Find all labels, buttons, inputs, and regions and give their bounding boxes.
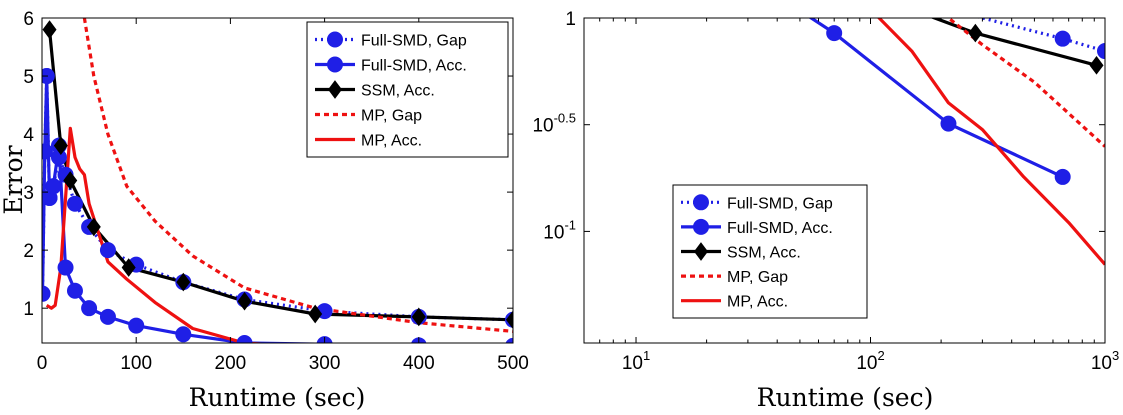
left-chart-series-2-point [53,136,68,156]
left-chart-series-1-point [57,259,74,276]
right-chart-legend-label: Full-SMD, Gap [727,195,833,212]
right-chart-ticks: 101 102 103 10-1 10-0.5 1 [532,9,1119,374]
left-chart: 0 100 200 300 400 500 1 2 3 4 5 6 Runtime (sec) Err… [0,9,529,412]
right-chart-series-1-point [940,115,957,132]
left-chart-legend-marker [328,80,342,99]
left-chart-legend-label: SSM, Acc. [361,83,435,100]
right-chart-series-4-line [876,18,1105,266]
right-chart-series-0-point [941,2,956,17]
left-chart-series-1-point [66,282,83,299]
right-chart-axes-box [583,17,1106,344]
left-chart-legend-label: Full-SMD, Acc. [361,58,467,75]
left-chart-x-tick-label: 200 [215,353,247,374]
right-chart-legend-label: MP, Gap [727,269,788,286]
left-chart-series-2-point [506,310,513,330]
left-chart-ticks: 0 100 200 300 400 500 1 2 3 4 5 6 [23,9,528,374]
left-chart-series-2-point [86,217,101,237]
right-chart-series-0-point [1097,43,1105,60]
left-chart-series-2-point [237,291,252,311]
right-chart-y-tick-label: 10-1 [543,217,576,243]
right-chart-legend-marker [693,194,709,211]
right-chart-series-1-point [826,25,843,42]
right-chart-x-tick-label: 101 [622,348,650,374]
right-chart-series-1-line [808,18,1064,179]
right-chart-legend: Full-SMD, Gap Full-SMD, Acc. SSM, Acc. MP, … [672,184,868,319]
left-chart-y-tick-label: 1 [23,299,34,320]
left-chart-plot-area [42,18,513,343]
right-chart-x-axis-label: Runtime (sec) [757,383,934,412]
left-chart-series-1-point [505,337,513,343]
right-chart-series-0-line [976,18,1105,53]
right-chart-series-2-point [968,23,983,43]
left-chart-series-2-point [121,258,136,277]
left-chart-series-3-line [82,18,513,333]
left-chart-series-1-line [42,74,359,343]
left-chart-series-1-point [128,317,145,334]
right-chart-legend-label: MP, Acc. [727,294,788,311]
right-chart-legend-marker [694,242,708,261]
left-chart-y-tick-label: 5 [23,67,34,88]
right-chart-series-2-point [1089,56,1104,75]
left-chart-series-1-point [81,300,98,317]
left-chart-legend-label: MP, Gap [361,108,422,125]
left-chart-x-axis-label: Runtime (sec) [189,383,366,412]
left-chart-series-1-point [45,178,62,195]
right-chart-series-3-line [946,18,1105,148]
left-chart-series-2-line [47,29,513,322]
right-chart-series-1-point [1054,168,1071,185]
left-chart-y-tick-label: 3 [23,183,34,204]
left-chart-legend: Full-SMD, Gap Full-SMD, Acc. SSM, Acc. MP, … [306,21,509,158]
left-chart-legend-marker [327,56,343,73]
right-chart-plot-area [808,2,1105,266]
left-chart-y-tick-label: 2 [23,241,34,262]
right-chart-legend-marker [693,218,709,235]
left-chart-series-2-point [308,304,323,324]
left-chart-series-0-point [99,242,116,259]
left-chart-x-tick-label: 300 [309,353,341,374]
left-chart-y-tick-label: 4 [23,125,34,146]
left-chart-series-2-point [176,272,191,292]
left-chart-series-1-point [236,335,253,343]
left-chart-y-axis-label: Error [0,145,28,214]
left-chart-series-1-point [99,308,116,325]
right-chart: 101 102 103 10-1 10-0.5 1 Runtime (sec) Full-… [532,2,1119,412]
left-chart-series-0-line [42,74,513,322]
left-chart-x-tick-label: 100 [120,353,152,374]
right-chart-series-0-point [1054,30,1071,47]
right-chart-legend-label: Full-SMD, Acc. [727,220,833,237]
right-chart-x-tick-label: 102 [856,348,884,374]
left-chart-series-1-point [42,143,53,160]
left-chart-legend-marker [327,31,343,48]
right-chart-y-tick-label: 10-0.5 [532,111,576,137]
left-chart-series-0-point [66,195,83,212]
right-chart-x-tick-label: 103 [1091,348,1119,374]
left-chart-legend-label: MP, Acc. [361,133,422,150]
left-chart-y-tick-label: 6 [23,9,34,30]
right-chart-series-2-line [930,18,1097,67]
left-chart-series-2-point [63,171,78,190]
left-chart-series-1-point [175,326,192,343]
left-chart-series-2-point [42,20,57,39]
right-chart-y-tick-label: 1 [565,9,576,30]
left-chart-x-tick-label: 500 [497,353,529,374]
left-chart-axes-box [41,17,514,344]
right-chart-legend-label: SSM, Acc. [727,245,801,262]
left-chart-series-1-point [42,68,55,85]
left-chart-x-tick-label: 400 [403,353,435,374]
left-chart-x-tick-label: 0 [37,353,48,374]
left-chart-series-2-point [411,307,426,327]
left-chart-legend-label: Full-SMD, Gap [361,33,467,50]
